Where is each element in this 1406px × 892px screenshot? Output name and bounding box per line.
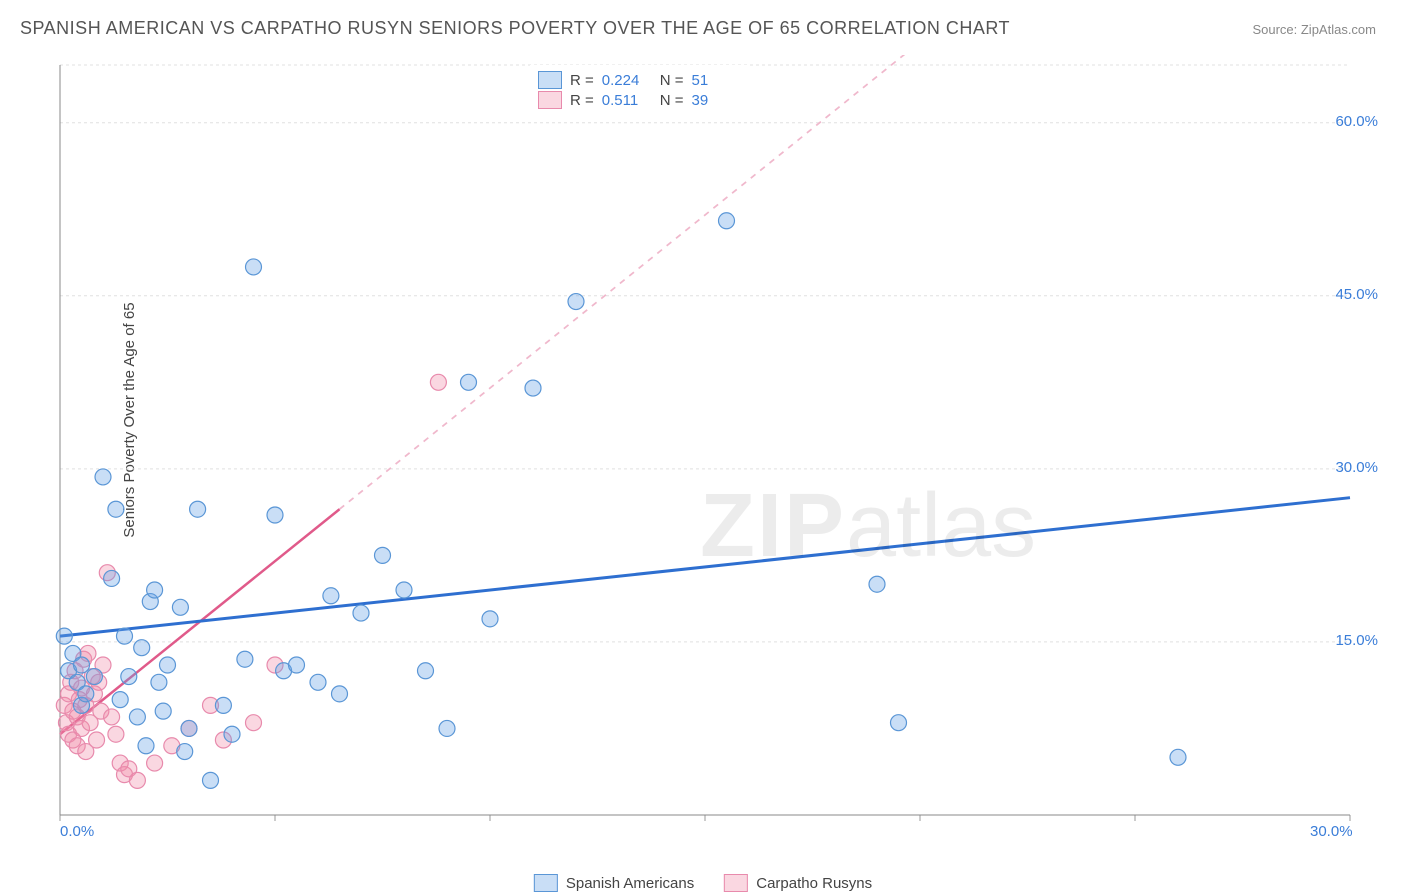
stats-legend-row: R = 0.511 N = 39	[538, 91, 742, 109]
stats-legend: R = 0.224 N = 51 R = 0.511 N = 39	[530, 65, 750, 115]
chart-title: SPANISH AMERICAN VS CARPATHO RUSYN SENIO…	[20, 18, 1010, 39]
series-legend: Spanish Americans Carpatho Rusyns	[534, 874, 872, 892]
legend-item: Spanish Americans	[534, 874, 694, 892]
x-tick-label: 0.0%	[60, 823, 94, 840]
r-value: 0.224	[602, 72, 652, 89]
source-attribution: Source: ZipAtlas.com	[1252, 22, 1376, 37]
n-value: 51	[692, 72, 742, 89]
y-tick-label: 30.0%	[1335, 459, 1378, 476]
legend-label: Spanish Americans	[566, 875, 694, 892]
y-tick-label: 60.0%	[1335, 113, 1378, 130]
legend-label: Carpatho Rusyns	[756, 875, 872, 892]
stats-legend-row: R = 0.224 N = 51	[538, 71, 742, 89]
y-tick-label: 15.0%	[1335, 632, 1378, 649]
n-label: N =	[660, 72, 684, 89]
r-value: 0.511	[602, 92, 652, 109]
scatter-plot: ZIPatlas R = 0.224 N = 51 R = 0.511 N = …	[50, 55, 1370, 845]
source-prefix: Source:	[1252, 22, 1300, 37]
legend-swatch	[534, 874, 558, 892]
legend-swatch	[724, 874, 748, 892]
legend-swatch	[538, 91, 562, 109]
legend-item: Carpatho Rusyns	[724, 874, 872, 892]
plot-svg	[50, 55, 1370, 845]
x-tick-label: 30.0%	[1310, 823, 1353, 840]
legend-swatch	[538, 71, 562, 89]
n-value: 39	[692, 92, 742, 109]
n-label: N =	[660, 92, 684, 109]
r-label: R =	[570, 92, 594, 109]
source-link[interactable]: ZipAtlas.com	[1301, 22, 1376, 37]
y-tick-label: 45.0%	[1335, 286, 1378, 303]
r-label: R =	[570, 72, 594, 89]
